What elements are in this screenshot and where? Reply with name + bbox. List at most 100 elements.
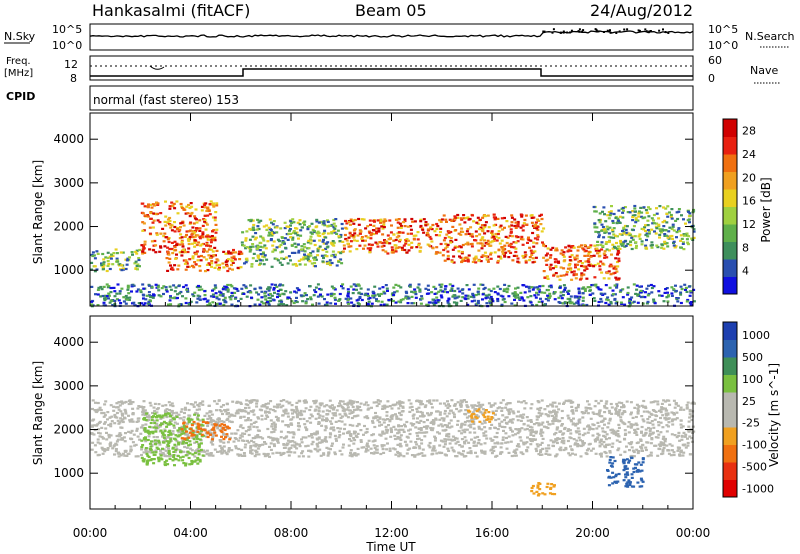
- scatter-cell: [627, 421, 631, 424]
- scatter-cell: [454, 245, 458, 248]
- scatter-cell: [241, 231, 245, 234]
- scatter-cell: [653, 418, 657, 421]
- scatter-cell: [511, 259, 515, 262]
- scatter-cell: [489, 437, 493, 440]
- scatter-cell: [555, 411, 559, 414]
- scatter-cell: [533, 260, 537, 263]
- scatter-cell: [560, 423, 564, 426]
- scatter-cell: [277, 303, 281, 306]
- nsearch-point: [552, 28, 555, 31]
- scatter-cell: [618, 233, 622, 236]
- scatter-cell: [295, 300, 299, 304]
- scatter-cell: [249, 419, 253, 422]
- scatter-cell: [405, 420, 409, 424]
- scatter-cell: [546, 299, 550, 302]
- scatter-cell: [379, 241, 383, 244]
- scatter-cell: [210, 265, 213, 268]
- scatter-cell: [120, 419, 124, 422]
- scatter-cell: [557, 260, 560, 263]
- scatter-cell: [412, 446, 416, 449]
- scatter-cell: [586, 286, 590, 289]
- scatter-cell: [444, 218, 448, 221]
- scatter-cell: [244, 443, 248, 446]
- scatter-cell: [289, 232, 293, 235]
- scatter-cell: [260, 414, 264, 417]
- scatter-cell: [613, 284, 617, 287]
- scatter-cell: [169, 404, 173, 407]
- scatter-cell: [120, 264, 124, 267]
- scatter-cell: [340, 222, 344, 226]
- scatter-cell: [577, 298, 581, 301]
- scatter-cell: [509, 251, 513, 254]
- scatter-cell: [529, 214, 533, 217]
- scatter-cell: [482, 434, 486, 437]
- scatter-cell: [110, 253, 113, 256]
- scatter-cell: [535, 430, 538, 433]
- scatter-cell: [430, 453, 434, 456]
- scatter-cell: [436, 301, 440, 304]
- scatter-cell: [574, 424, 578, 427]
- scatter-cell: [479, 226, 483, 229]
- scatter-cell: [262, 239, 266, 242]
- scatter-cell: [316, 295, 320, 298]
- scatter-cell: [217, 298, 221, 301]
- scatter-cell: [538, 214, 542, 217]
- scatter-cell: [257, 263, 261, 266]
- nsearch-point: [542, 30, 545, 33]
- scatter-cell: [509, 418, 513, 421]
- scatter-cell: [626, 293, 630, 296]
- scatter-cell: [444, 404, 448, 407]
- scatter-cell: [142, 451, 146, 454]
- scatter-cell: [249, 245, 253, 248]
- scatter-cell: [447, 403, 450, 406]
- scatter-cell: [447, 231, 451, 234]
- scatter-cell: [104, 400, 108, 403]
- scatter-cell: [446, 301, 450, 304]
- scatter-cell: [180, 254, 184, 257]
- scatter-cell: [671, 237, 674, 240]
- scatter-cell: [325, 440, 328, 443]
- scatter-cell: [254, 443, 258, 446]
- scatter-cell: [198, 298, 202, 301]
- scatter-cell: [312, 256, 316, 259]
- scatter-cell: [321, 232, 325, 236]
- scatter-cell: [513, 291, 517, 294]
- scatter-cell: [353, 239, 356, 242]
- scatter-cell: [97, 431, 100, 434]
- scatter-cell: [114, 248, 118, 251]
- scatter-cell: [574, 266, 577, 269]
- scatter-cell: [164, 286, 168, 289]
- scatter-cell: [335, 409, 339, 412]
- scatter-cell: [254, 453, 258, 456]
- scatter-cell: [325, 417, 329, 420]
- scatter-cell: [397, 284, 401, 287]
- scatter-cell: [279, 399, 283, 403]
- scatter-cell: [327, 224, 331, 227]
- scatter-cell: [163, 232, 167, 235]
- nsearch-point: [649, 30, 652, 32]
- scatter-cell: [129, 402, 133, 405]
- scatter-cell: [193, 231, 197, 234]
- scatter-cell: [534, 296, 538, 299]
- scatter-cell: [313, 289, 316, 292]
- scatter-cell: [350, 411, 354, 414]
- scatter-cell: [231, 261, 235, 264]
- scatter-cell: [376, 419, 380, 422]
- scatter-cell: [410, 454, 414, 457]
- scatter-cell: [443, 288, 447, 291]
- scatter-cell: [665, 399, 669, 402]
- scatter-cell: [352, 222, 356, 225]
- scatter-cell: [347, 290, 350, 294]
- scatter-cell: [184, 268, 188, 271]
- scatter-cell: [442, 239, 446, 242]
- scatter-cell: [302, 221, 305, 224]
- scatter-cell: [161, 227, 165, 230]
- scatter-cell: [193, 422, 196, 425]
- scatter-cell: [480, 451, 484, 454]
- scatter-cell: [415, 421, 419, 424]
- scatter-cell: [439, 227, 443, 230]
- scatter-cell: [664, 417, 668, 420]
- scatter-cell: [567, 428, 571, 431]
- scatter-cell: [683, 234, 686, 237]
